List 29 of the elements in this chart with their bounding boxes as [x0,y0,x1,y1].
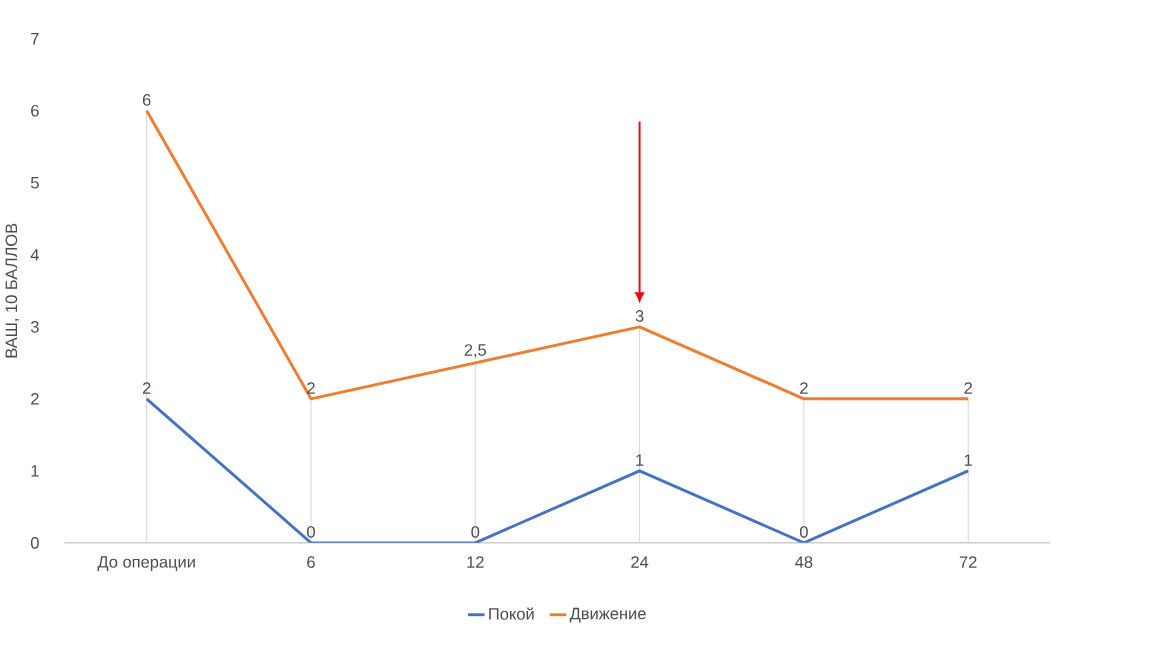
data-label: 2,5 [464,344,487,358]
y-tick-label: 3 [30,320,39,333]
y-tick-label: 4 [30,248,39,261]
data-label: 3 [635,309,644,322]
data-label: 2 [142,382,151,394]
x-tick-label: 6 [307,556,315,568]
y-tick-label: 1 [31,465,39,477]
x-tick-label: 48 [795,556,813,568]
y-tick-label: 2 [31,392,39,405]
data-label: 2 [964,382,972,394]
x-tick-label: 72 [959,556,977,568]
data-label: 1 [636,454,644,466]
legend-label: Покой [489,607,534,620]
y-tick-label: 5 [30,176,39,189]
x-tick-label: До операции [97,556,195,571]
legend-label: Движение [569,607,646,623]
data-label: 2 [307,382,315,394]
x-tick-label: 12 [467,556,484,568]
x-tick-label: 24 [631,556,649,568]
data-label: 1 [964,454,972,466]
y-axis-title: ВАШ, 10 БАЛЛОВ [5,223,20,358]
y-tick-label: 7 [31,32,39,45]
data-label: 0 [799,525,808,538]
data-label: 0 [307,525,315,538]
y-tick-label: 6 [31,104,39,117]
data-label: 2 [800,382,808,394]
y-tick-label: 0 [30,536,39,549]
data-label: 0 [471,525,480,538]
data-label: 6 [142,93,151,106]
